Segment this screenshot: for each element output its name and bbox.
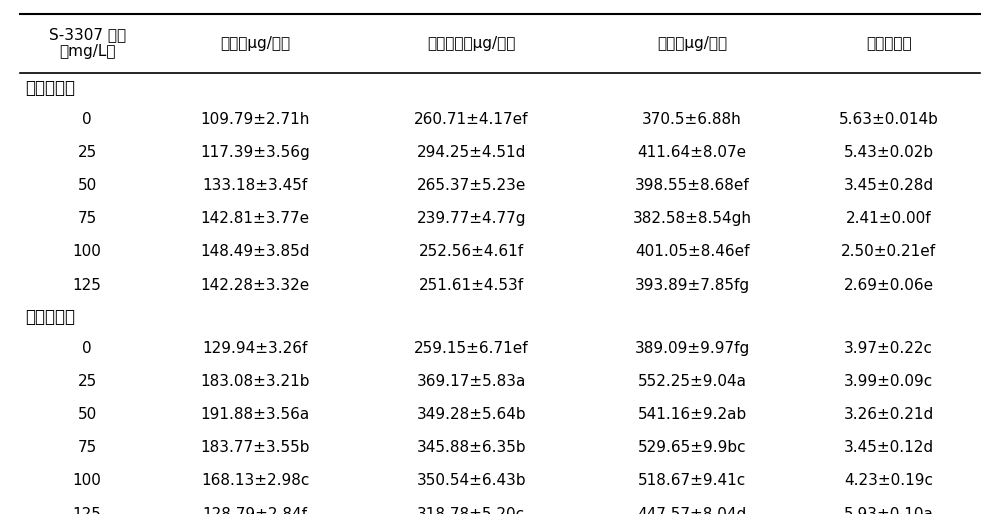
Text: 矿山生态型: 矿山生态型 (25, 307, 75, 326)
Text: 整株（μg/株）: 整株（μg/株） (657, 36, 727, 51)
Text: 389.09±9.97fg: 389.09±9.97fg (634, 341, 750, 356)
Text: 398.55±8.68ef: 398.55±8.68ef (635, 178, 749, 193)
Text: 345.88±6.35b: 345.88±6.35b (416, 440, 526, 455)
Text: 148.49±3.85d: 148.49±3.85d (200, 245, 310, 260)
Text: 2.50±0.21ef: 2.50±0.21ef (841, 245, 936, 260)
Text: 183.08±3.21b: 183.08±3.21b (200, 374, 310, 389)
Text: 农田生态型: 农田生态型 (25, 79, 75, 97)
Text: 2.69±0.06e: 2.69±0.06e (844, 278, 934, 292)
Text: 447.57±8.04d: 447.57±8.04d (637, 507, 747, 514)
Text: 142.28±3.32e: 142.28±3.32e (201, 278, 310, 292)
Text: 252.56±4.61f: 252.56±4.61f (419, 245, 524, 260)
Text: 3.99±0.09c: 3.99±0.09c (844, 374, 933, 389)
Text: 128.79±2.84f: 128.79±2.84f (203, 507, 308, 514)
Text: 0: 0 (82, 112, 92, 126)
Text: 125: 125 (73, 507, 102, 514)
Text: 411.64±8.07e: 411.64±8.07e (637, 145, 747, 160)
Text: 382.58±8.54gh: 382.58±8.54gh (633, 211, 752, 226)
Text: 265.37±5.23e: 265.37±5.23e (417, 178, 526, 193)
Text: 369.17±5.83a: 369.17±5.83a (417, 374, 526, 389)
Text: 3.45±0.12d: 3.45±0.12d (844, 440, 934, 455)
Text: 318.78±5.20c: 318.78±5.20c (417, 507, 525, 514)
Text: 5.93±0.10a: 5.93±0.10a (844, 507, 934, 514)
Text: 129.94±3.26f: 129.94±3.26f (203, 341, 308, 356)
Text: 25: 25 (78, 374, 97, 389)
Text: 117.39±3.56g: 117.39±3.56g (200, 145, 310, 160)
Text: 50: 50 (78, 178, 97, 193)
Text: 25: 25 (78, 145, 97, 160)
Text: 259.15±6.71ef: 259.15±6.71ef (414, 341, 529, 356)
Text: 168.13±2.98c: 168.13±2.98c (201, 473, 309, 488)
Text: 转运量系数: 转运量系数 (866, 36, 912, 51)
Text: 2.41±0.00f: 2.41±0.00f (846, 211, 932, 226)
Text: 3.45±0.28d: 3.45±0.28d (844, 178, 934, 193)
Text: S-3307 浓度
（mg/L）: S-3307 浓度 （mg/L） (49, 27, 126, 60)
Text: 4.23±0.19c: 4.23±0.19c (844, 473, 933, 488)
Text: 401.05±8.46ef: 401.05±8.46ef (635, 245, 749, 260)
Text: 3.26±0.21d: 3.26±0.21d (844, 407, 934, 422)
Text: 349.28±5.64b: 349.28±5.64b (416, 407, 526, 422)
Text: 100: 100 (73, 473, 102, 488)
Text: 251.61±4.53f: 251.61±4.53f (419, 278, 524, 292)
Text: 根系（μg/株）: 根系（μg/株） (220, 36, 290, 51)
Text: 541.16±9.2ab: 541.16±9.2ab (637, 407, 747, 422)
Text: 100: 100 (73, 245, 102, 260)
Text: 5.63±0.014b: 5.63±0.014b (839, 112, 939, 126)
Text: 393.89±7.85fg: 393.89±7.85fg (634, 278, 750, 292)
Text: 529.65±9.9bc: 529.65±9.9bc (638, 440, 746, 455)
Text: 142.81±3.77e: 142.81±3.77e (201, 211, 310, 226)
Text: 5.43±0.02b: 5.43±0.02b (844, 145, 934, 160)
Text: 370.5±6.88h: 370.5±6.88h (642, 112, 742, 126)
Text: 350.54±6.43b: 350.54±6.43b (416, 473, 526, 488)
Text: 109.79±2.71h: 109.79±2.71h (201, 112, 310, 126)
Text: 239.77±4.77g: 239.77±4.77g (416, 211, 526, 226)
Text: 3.97±0.22c: 3.97±0.22c (844, 341, 933, 356)
Text: 294.25±4.51d: 294.25±4.51d (417, 145, 526, 160)
Text: 地上部分（μg/株）: 地上部分（μg/株） (427, 36, 515, 51)
Text: 133.18±3.45f: 133.18±3.45f (203, 178, 308, 193)
Text: 0: 0 (82, 341, 92, 356)
Text: 125: 125 (73, 278, 102, 292)
Text: 183.77±3.55b: 183.77±3.55b (200, 440, 310, 455)
Text: 191.88±3.56a: 191.88±3.56a (201, 407, 310, 422)
Text: 552.25±9.04a: 552.25±9.04a (638, 374, 747, 389)
Text: 75: 75 (78, 440, 97, 455)
Text: 518.67±9.41c: 518.67±9.41c (638, 473, 746, 488)
Text: 75: 75 (78, 211, 97, 226)
Text: 50: 50 (78, 407, 97, 422)
Text: 260.71±4.17ef: 260.71±4.17ef (414, 112, 528, 126)
